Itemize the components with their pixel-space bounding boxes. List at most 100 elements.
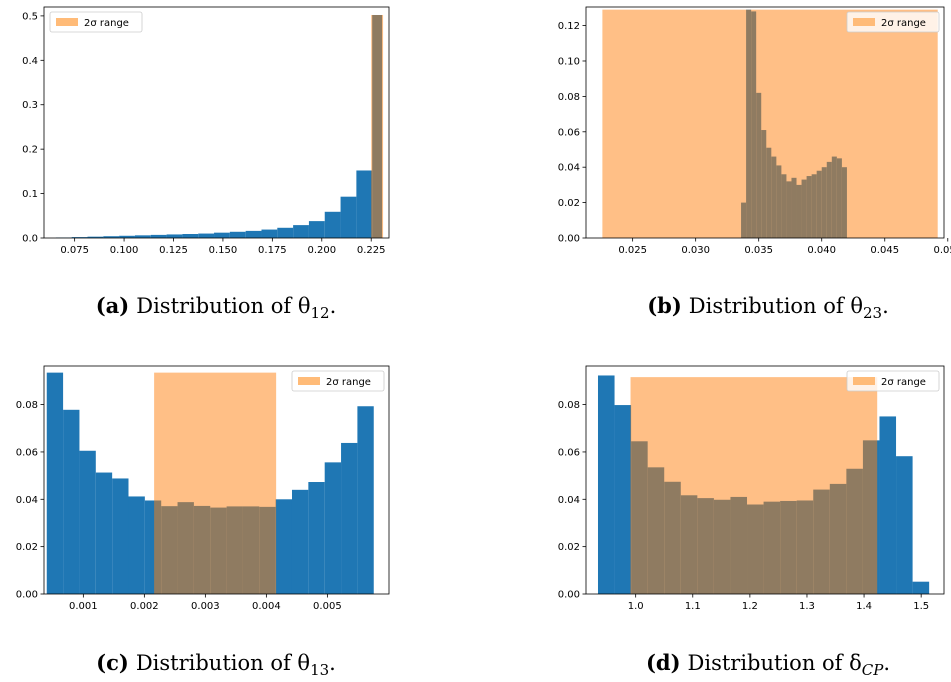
y-tick-label: 0.1 <box>22 189 38 200</box>
y-tick-label: 0.00 <box>16 590 38 601</box>
histogram-bar <box>245 230 262 238</box>
histogram-bar <box>119 235 135 238</box>
x-tick-label: 0.035 <box>744 245 773 256</box>
caption-text: Distribution of θ <box>136 294 310 318</box>
histogram-bar <box>879 416 897 594</box>
axes-frame <box>585 6 945 239</box>
histogram-bar <box>356 170 373 238</box>
histogram-bar <box>308 221 325 238</box>
legend: 2σ range <box>291 370 385 392</box>
histogram-bar <box>95 472 113 594</box>
histogram-bar <box>214 232 230 238</box>
x-tick-label: 0.040 <box>807 245 836 256</box>
histogram-bar <box>308 482 325 594</box>
sigma-range-band <box>154 372 277 594</box>
caption-subscript: 12 <box>310 304 329 322</box>
histogram-bar <box>357 406 374 594</box>
y-tick-label: 0.00 <box>558 590 580 601</box>
histogram-bar <box>597 375 615 594</box>
caption-subscript: CP <box>862 661 884 679</box>
histogram-bar <box>71 237 88 238</box>
panel-b: 0.025 0.030 0.035 0.040 0.045 0.050 0.00 0.02 0.… <box>558 6 951 322</box>
legend: 2σ range <box>846 11 940 33</box>
legend-box <box>846 11 940 33</box>
legend-swatch <box>298 377 320 385</box>
histogram-bar <box>275 499 292 594</box>
caption-label: (d) <box>646 650 681 675</box>
caption-text: Distribution of θ <box>689 294 863 318</box>
y-tick-label: 0.02 <box>558 542 580 553</box>
histogram-bar <box>341 442 358 594</box>
y-tick-label: 0.02 <box>558 198 580 209</box>
caption-subscript: 23 <box>863 304 882 322</box>
x-tick-label: 0.125 <box>159 245 188 256</box>
x-tick-label: 0.025 <box>618 245 647 256</box>
x-tick-label: 0.075 <box>60 245 89 256</box>
histogram-bar <box>912 581 930 594</box>
histogram-bar <box>293 225 309 238</box>
axes-frame <box>43 6 390 239</box>
legend-label: 2σ range <box>881 377 926 388</box>
axes-frame <box>585 365 945 595</box>
panel-c: 0.001 0.002 0.003 0.004 0.005 0.00 0.02 0.04 0.0… <box>16 365 390 679</box>
y-tick-label: 0.12 <box>558 21 580 32</box>
legend-box <box>846 370 940 392</box>
histogram-bar <box>87 236 104 238</box>
y-tick-label: 0.02 <box>16 542 38 553</box>
caption: (a) Distribution of θ12. <box>96 293 337 322</box>
histogram-bar <box>150 234 167 238</box>
y-tick-label: 0.08 <box>16 400 38 411</box>
x-tick-label: 0.100 <box>110 245 139 256</box>
histogram-bar <box>79 450 96 594</box>
x-tick-label: 0.004 <box>252 601 281 612</box>
x-tick-label: 0.030 <box>681 245 710 256</box>
sigma-range-band <box>602 9 938 238</box>
x-tick-label: 0.003 <box>191 601 220 612</box>
x-tick-label: 1.2 <box>742 601 758 612</box>
histogram-bar <box>182 234 199 238</box>
y-tick-label: 0.4 <box>22 56 38 67</box>
caption: (b) Distribution of θ23. <box>647 293 889 322</box>
y-tick-label: 0.04 <box>16 495 38 506</box>
histogram-bar <box>229 231 246 238</box>
caption-text: Distribution of δ <box>688 651 862 675</box>
caption-label: (a) <box>96 293 129 318</box>
histogram-bar <box>166 234 183 238</box>
y-tick-label: 0.06 <box>558 447 580 458</box>
legend-label: 2σ range <box>326 377 371 388</box>
histogram-bar <box>198 233 215 238</box>
y-tick-label: 0.5 <box>22 11 38 22</box>
x-tick-label: 1.3 <box>799 601 815 612</box>
histogram-bar <box>63 409 80 594</box>
sigma-range-band <box>371 14 384 238</box>
plot-area <box>55 14 384 238</box>
histogram-bar <box>134 235 151 238</box>
x-tick-label: 0.002 <box>130 601 159 612</box>
y-tick-label: 0.0 <box>22 234 38 245</box>
x-tick-label: 1.4 <box>856 601 872 612</box>
histogram-bar <box>324 211 341 238</box>
caption-subscript: 13 <box>310 661 329 679</box>
axes-frame <box>43 365 390 595</box>
y-tick-label: 0.2 <box>22 145 38 156</box>
legend-box <box>291 370 385 392</box>
caption-end: . <box>882 294 889 318</box>
histogram-bar <box>128 496 145 594</box>
legend-swatch <box>853 377 875 385</box>
y-tick-label: 0.10 <box>558 56 580 67</box>
x-tick-label: 0.150 <box>209 245 238 256</box>
histogram-bar <box>614 405 632 594</box>
legend-box <box>49 11 143 33</box>
y-tick-label: 0.08 <box>558 400 580 411</box>
legend-swatch <box>853 18 875 26</box>
histogram-bar <box>261 229 278 238</box>
caption-end: . <box>330 294 337 318</box>
legend: 2σ range <box>846 370 940 392</box>
y-tick-label: 0.08 <box>558 92 580 103</box>
histogram-bar <box>103 236 120 238</box>
panel-d: 1.0 1.1 1.2 1.3 1.4 1.5 0.00 0.02 0.04 0.06 0.08 2σ… <box>558 365 945 679</box>
x-tick-label: 0.175 <box>258 245 287 256</box>
histogram-bar <box>112 478 129 594</box>
legend-label: 2σ range <box>881 18 926 29</box>
